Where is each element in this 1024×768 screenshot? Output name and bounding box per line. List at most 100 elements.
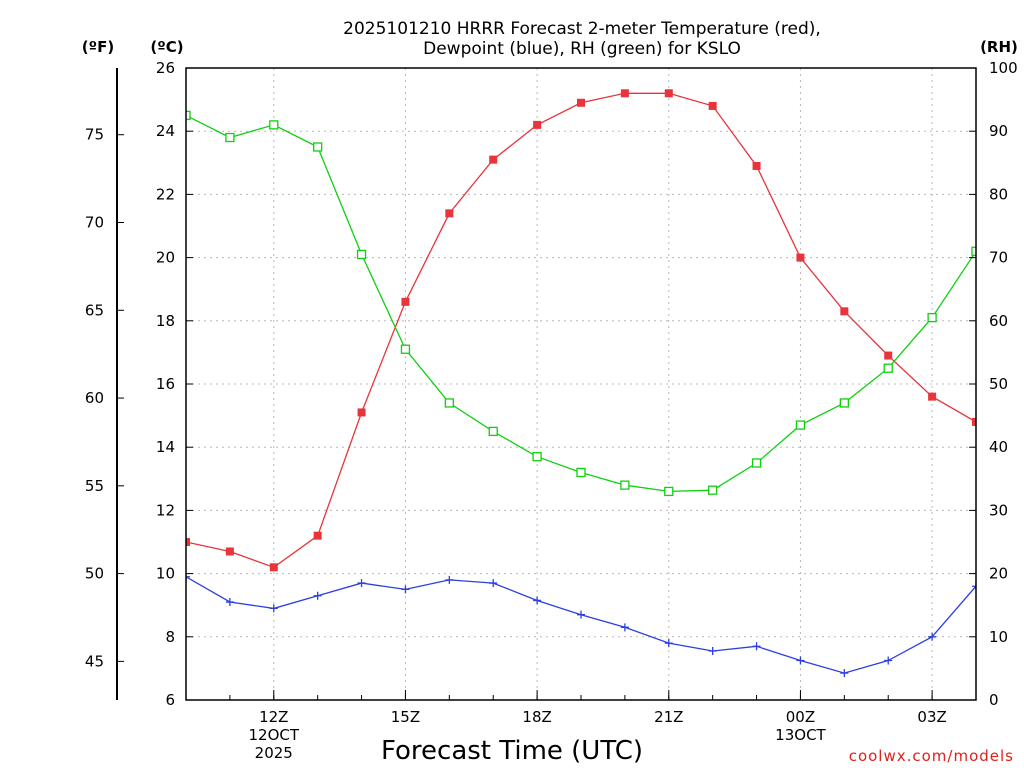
rh-point (839, 398, 849, 408)
rh-tick-label: 80 (989, 185, 1008, 203)
x-tick-label: 15Z (391, 708, 420, 726)
rh-tick-label: 40 (989, 438, 1008, 456)
celsius-tick-label: 16 (156, 375, 175, 393)
credit-text: coolwx.com/models (849, 747, 1014, 765)
x-tick-label: 2025 (255, 744, 293, 762)
2-meter-temperature-point (708, 101, 717, 110)
2-meter-temperature-point (533, 120, 542, 129)
2-meter-temperature-point (620, 89, 629, 98)
x-tick-label: 18Z (522, 708, 551, 726)
dewpoint-point (664, 639, 673, 648)
fahrenheit-unit-label: (ºF) (82, 38, 114, 56)
dewpoint-point (357, 579, 366, 588)
rh-point (664, 486, 674, 497)
fahrenheit-tick-label: 50 (85, 565, 104, 583)
celsius-tick-label: 18 (156, 312, 175, 330)
chart-title-line-1: 2025101210 HRRR Forecast 2-meter Tempera… (343, 19, 821, 39)
rh-tick-label: 30 (989, 501, 1008, 519)
series-group (186, 89, 976, 678)
celsius-tick-label: 10 (156, 565, 175, 583)
rh-tick-label: 10 (989, 628, 1008, 646)
rh-point (620, 480, 630, 490)
fahrenheit-tick-label: 60 (85, 389, 104, 407)
2-meter-temperature-point (840, 307, 849, 316)
fahrenheit-tick-label: 75 (85, 126, 104, 144)
rh-tick-label: 0 (989, 691, 999, 709)
dewpoint-point (401, 585, 410, 594)
rh-point (313, 142, 323, 152)
2-meter-temperature-point (313, 531, 322, 540)
dewpoint-point (313, 591, 322, 600)
celsius-tick-label: 20 (156, 249, 175, 267)
dewpoint-point (708, 647, 717, 656)
rh-point (927, 312, 937, 323)
2-meter-temperature-point (186, 538, 190, 546)
x-tick-label: 00Z (786, 708, 815, 726)
series-layer (186, 89, 976, 678)
plot-frame (185, 67, 977, 701)
rh-tick-label: 70 (989, 249, 1008, 267)
fahrenheit-tick-label: 65 (85, 301, 104, 319)
rh-tick-label: 20 (989, 565, 1008, 583)
celsius-tick-label: 12 (156, 501, 175, 519)
dewpoint-line (186, 576, 976, 674)
rh-point (532, 452, 542, 462)
2-meter-temperature-point (489, 155, 498, 164)
2-meter-temperature-point (225, 547, 234, 556)
x-tick-label: 12Z (259, 708, 288, 726)
2-meter-temperature-point (401, 297, 410, 306)
fahrenheit-tick-label: 55 (85, 477, 104, 495)
rh-tick-label: 50 (989, 375, 1008, 393)
2-meter-temperature-point (972, 417, 976, 426)
dewpoint-point (928, 632, 937, 641)
dewpoint-point (884, 656, 893, 665)
dewpoint-point (752, 642, 761, 651)
rh-tick-label: 90 (989, 122, 1008, 140)
2-meter-temperature-point (445, 209, 454, 218)
rh-point (444, 398, 454, 408)
rh-point (795, 420, 806, 430)
2-meter-temperature-point (928, 392, 937, 401)
rh-unit-label: (RH) (980, 38, 1018, 56)
2-meter-temperature-point (752, 161, 761, 170)
fahrenheit-tick-label: 70 (85, 213, 104, 231)
rh-point (708, 485, 718, 495)
dewpoint-point (840, 669, 849, 678)
2-meter-temperature-point (664, 89, 673, 98)
dewpoint-point (577, 610, 585, 619)
dewpoint-point (533, 596, 542, 605)
2-meter-temperature-point (577, 98, 585, 107)
rh-point (400, 344, 411, 354)
2-meter-temperature-point (269, 563, 278, 572)
grid-lines (186, 68, 976, 700)
rh-point (751, 458, 762, 468)
rh-point (269, 120, 279, 130)
rh-point (225, 132, 235, 143)
celsius-tick-label: 14 (156, 438, 175, 456)
x-tick-label: 12OCT (249, 726, 300, 744)
dewpoint-point (225, 598, 234, 607)
2-meter-temperature-point (357, 408, 366, 417)
dewpoint-point (445, 575, 454, 584)
rh-point (883, 363, 893, 373)
celsius-tick-label: 22 (156, 185, 175, 203)
x-axis-label: Forecast Time (UTC) (381, 736, 643, 766)
celsius-tick-label: 8 (165, 628, 175, 646)
dewpoint-point (796, 656, 805, 665)
rh-point (971, 246, 976, 256)
celsius-unit-label: (ºC) (150, 38, 183, 56)
celsius-tick-label: 24 (156, 122, 175, 140)
x-tick-label: 03Z (917, 708, 946, 726)
x-tick-label: 21Z (654, 708, 683, 726)
celsius-tick-label: 26 (156, 59, 175, 77)
dewpoint-point (620, 623, 629, 632)
rh-point (356, 249, 367, 260)
celsius-tick-label: 6 (165, 691, 175, 709)
dewpoint-point (489, 579, 498, 588)
rh-tick-label: 100 (989, 59, 1018, 77)
x-tick-label: 13OCT (775, 726, 826, 744)
dewpoint-point (186, 572, 190, 581)
rh-line (186, 114, 976, 493)
